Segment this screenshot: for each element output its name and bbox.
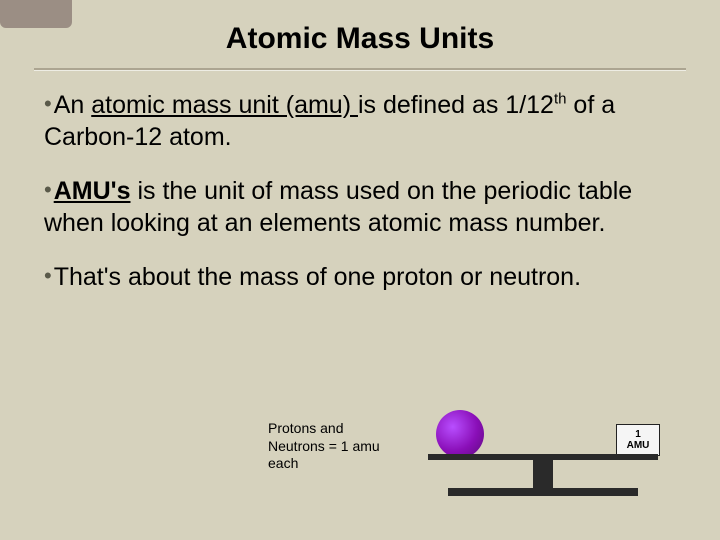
weight-line1: 1: [617, 429, 659, 440]
bullet-3-text: That's about the mass of one proton or n…: [54, 263, 581, 291]
bullet-2: •AMU's is the unit of mass used on the p…: [40, 175, 684, 239]
footer-row: Protons and Neutrons = 1 amu each 1 AMU: [0, 402, 720, 512]
corner-tab: [0, 0, 72, 28]
balance-scale: 1 AMU: [418, 402, 678, 512]
bullet-3: •That's about the mass of one proton or …: [40, 261, 684, 293]
content-area: •An atomic mass unit (amu) is defined as…: [0, 89, 720, 293]
bullet-2-text: AMU's is the unit of mass used on the pe…: [44, 177, 632, 237]
scale-fulcrum: [533, 460, 553, 490]
bullet-1-text: An atomic mass unit (amu) is defined as …: [44, 91, 615, 151]
amu-weight-block: 1 AMU: [616, 424, 660, 456]
weight-line2: AMU: [617, 440, 659, 451]
slide-title: Atomic Mass Units: [0, 0, 720, 68]
caption-text: Protons and Neutrons = 1 amu each: [268, 420, 398, 473]
title-divider: [34, 68, 686, 71]
particle-ball-icon: [436, 410, 484, 458]
scale-base: [448, 488, 638, 496]
bullet-1: •An atomic mass unit (amu) is defined as…: [40, 89, 684, 153]
